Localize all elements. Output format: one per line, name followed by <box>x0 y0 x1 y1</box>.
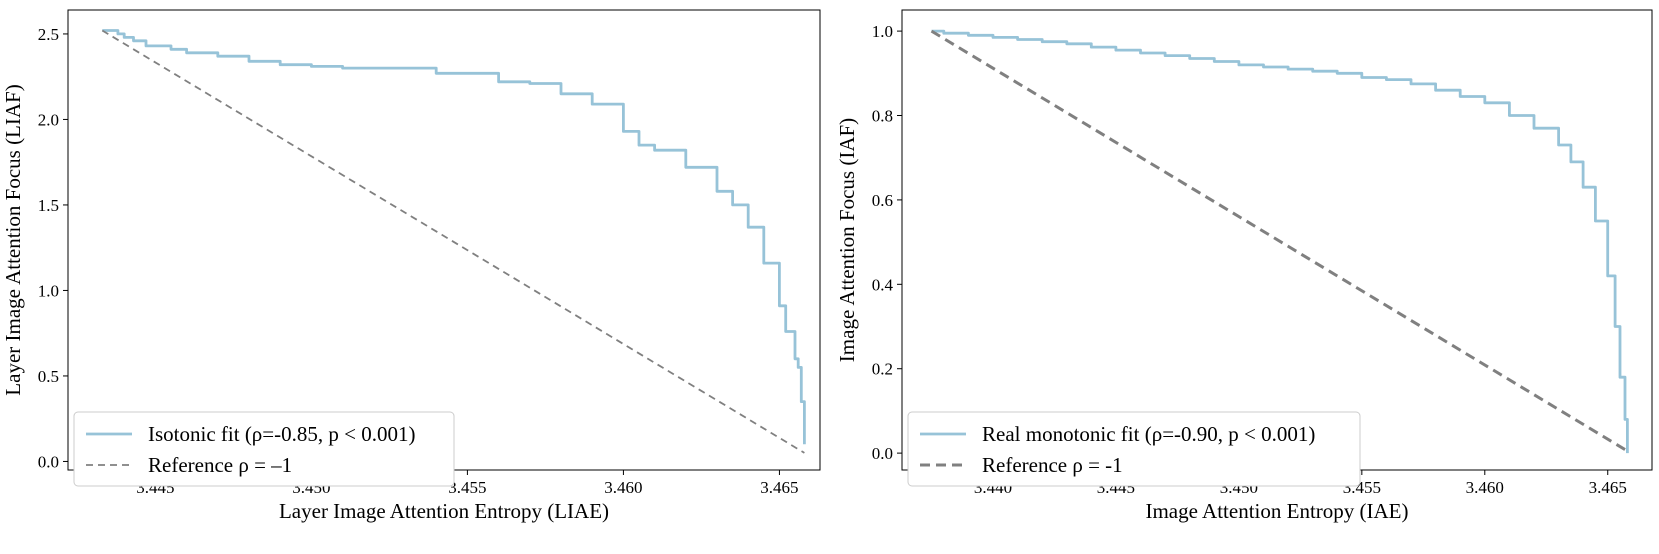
y-tick-label: 1.5 <box>38 196 59 215</box>
legend-label: Reference ρ = –1 <box>148 453 292 477</box>
series-line-fit <box>931 29 1629 454</box>
series-line-fit <box>102 29 806 445</box>
x-axis-label: Layer Image Attention Entropy (LIAE) <box>279 499 609 523</box>
y-tick-label: 0.5 <box>38 367 59 386</box>
y-tick-label: 1.0 <box>872 22 893 41</box>
x-axis-label: Image Attention Entropy (IAE) <box>1145 499 1408 523</box>
y-tick-label: 0.4 <box>872 275 894 294</box>
legend-label: Isotonic fit (ρ=-0.85, p < 0.001) <box>148 422 415 446</box>
legend-frame <box>907 411 1361 487</box>
y-tick-label: 0.6 <box>872 191 893 210</box>
y-axis-label: Layer Image Attention Focus (LIAF) <box>1 84 25 395</box>
y-tick-label: 0.8 <box>872 107 893 126</box>
series-line-reference <box>930 29 1629 453</box>
legend-label: Reference ρ = -1 <box>982 453 1123 477</box>
legend: Real monotonic fit (ρ=-0.90, p < 0.001) R… <box>907 411 1361 487</box>
y-tick-label: 0.0 <box>872 444 893 463</box>
series-line-reference <box>101 29 805 454</box>
y-tick-label: 0.2 <box>872 360 893 379</box>
x-tick-label: 3.465 <box>760 478 798 497</box>
x-tick-label: 3.460 <box>604 478 642 497</box>
y-tick-label: 2.0 <box>38 110 59 129</box>
y-tick-label: 0.0 <box>38 452 59 471</box>
y-axis-label: Image Attention Focus (IAF) <box>835 118 859 362</box>
legend: Isotonic fit (ρ=-0.85, p < 0.001) Referen… <box>73 411 455 487</box>
y-tick-label: 1.0 <box>38 281 59 300</box>
x-tick-label: 3.465 <box>1589 478 1627 497</box>
legend-label: Real monotonic fit (ρ=-0.90, p < 0.001) <box>982 422 1315 446</box>
x-tick-label: 3.455 <box>448 478 486 497</box>
legend-frame <box>73 411 455 487</box>
y-tick-label: 2.5 <box>38 25 59 44</box>
x-tick-label: 3.460 <box>1466 478 1504 497</box>
axes-frame <box>67 9 821 471</box>
chart-panel-2: 3.440 3.445 3.450 3.455 3.460 3.4650.00.20.40… <box>835 9 1653 523</box>
chart-panel-1: 3.445 3.450 3.455 3.460 3.4650.00.51.01.52.0… <box>1 9 821 523</box>
